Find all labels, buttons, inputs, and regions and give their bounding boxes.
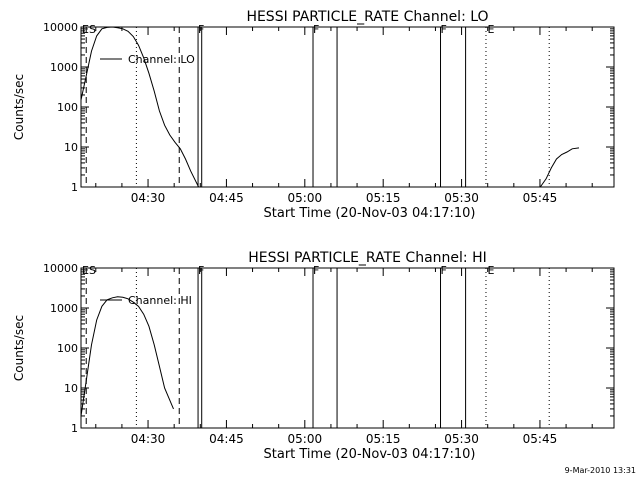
legend-label: Channel: LO xyxy=(128,53,195,66)
event-marker-label: F xyxy=(441,23,447,36)
x-tick-label: 04:45 xyxy=(209,432,244,446)
chart-title: HESSI PARTICLE_RATE Channel: HI xyxy=(248,250,486,266)
y-tick-label: 1 xyxy=(71,422,78,435)
data-series-line-2 xyxy=(539,147,580,188)
x-tick-label: 05:00 xyxy=(288,432,323,446)
x-tick-label: 05:00 xyxy=(288,191,323,205)
x-tick-label: 05:45 xyxy=(523,432,558,446)
y-tick-label: 10000 xyxy=(43,262,78,275)
y-tick-label: 10000 xyxy=(43,21,78,34)
y-tick-label: 1 xyxy=(71,181,78,194)
x-tick-label: 05:30 xyxy=(444,432,479,446)
event-marker-label: ES xyxy=(82,264,96,277)
event-marker-label: E xyxy=(488,264,495,277)
x-tick-label: 05:45 xyxy=(523,191,558,205)
data-series-line-1 xyxy=(80,296,174,417)
y-tick-label: 1000 xyxy=(50,302,78,315)
event-marker-label: E xyxy=(488,23,495,36)
y-axis-label: Counts/sec xyxy=(12,74,26,140)
data-series-line-1 xyxy=(80,26,200,188)
x-tick-label: 05:30 xyxy=(444,191,479,205)
x-tick-label: 05:15 xyxy=(366,191,401,205)
event-marker-label: F xyxy=(441,264,447,277)
y-tick-label: 1000 xyxy=(50,61,78,74)
footer-timestamp: 9-Mar-2010 13:31 xyxy=(565,466,636,475)
chart-panels: HESSI PARTICLE_RATE Channel: LO110100100… xyxy=(12,9,615,462)
legend-label: Channel: HI xyxy=(128,294,192,307)
y-tick-label: 100 xyxy=(57,101,78,114)
event-marker-label: ES xyxy=(82,23,96,36)
event-marker-label: F xyxy=(313,23,319,36)
x-axis-label: Start Time (20-Nov-03 04:17:10) xyxy=(264,206,476,221)
event-marker-label: F xyxy=(313,264,319,277)
chart-title: HESSI PARTICLE_RATE Channel: LO xyxy=(246,9,488,25)
x-axis-label: Start Time (20-Nov-03 04:17:10) xyxy=(264,447,476,462)
y-tick-label: 100 xyxy=(57,342,78,355)
chart-panel-2: HESSI PARTICLE_RATE Channel: HI 1 10 100 100… xyxy=(12,250,615,462)
chart-panel-1: HESSI PARTICLE_RATE Channel: LO 1 10 100 100… xyxy=(12,9,615,221)
y-tick-label: 10 xyxy=(64,141,78,154)
y-axis-label: Counts/sec xyxy=(12,315,26,381)
x-tick-label: 04:45 xyxy=(209,191,244,205)
x-tick-label: 04:30 xyxy=(131,432,166,446)
x-tick-label: 04:30 xyxy=(131,191,166,205)
x-tick-label: 05:15 xyxy=(366,432,401,446)
y-tick-label: 10 xyxy=(64,382,78,395)
